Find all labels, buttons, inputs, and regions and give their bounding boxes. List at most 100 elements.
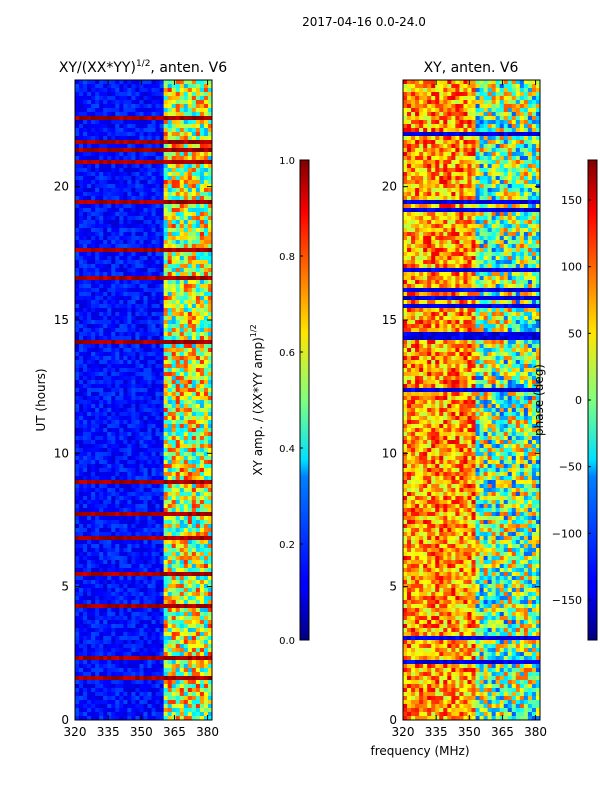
heatmap-cell xyxy=(139,608,145,613)
heatmap-cell xyxy=(111,96,116,101)
heatmap-cell xyxy=(199,260,205,265)
heatmap-cell xyxy=(115,308,120,313)
heatmap-cell xyxy=(119,424,124,429)
heatmap-cell xyxy=(135,192,141,197)
heatmap-cell xyxy=(131,340,137,345)
heatmap-cell xyxy=(155,628,161,633)
heatmap-cell xyxy=(103,556,108,561)
heatmap-cell xyxy=(103,508,108,513)
heatmap-cell xyxy=(95,660,100,665)
heatmap-cell xyxy=(91,368,96,373)
heatmap-cell xyxy=(143,228,149,233)
heatmap-cell xyxy=(203,448,209,453)
heatmap-cell xyxy=(123,580,128,585)
heatmap-cell xyxy=(179,592,185,597)
heatmap-cell xyxy=(119,652,124,657)
heatmap-cell xyxy=(171,96,177,101)
heatmap-cell xyxy=(95,396,100,401)
heatmap-cell xyxy=(199,312,205,317)
heatmap-cell xyxy=(159,100,165,105)
heatmap-cell xyxy=(207,580,212,585)
heatmap-cell xyxy=(123,656,128,661)
heatmap-cell xyxy=(79,256,84,261)
heatmap-cell xyxy=(91,392,96,397)
heatmap-cell xyxy=(191,372,197,377)
heatmap-cell xyxy=(139,484,145,489)
heatmap-cell xyxy=(151,112,157,117)
heatmap-cell xyxy=(147,552,153,557)
heatmap-cell xyxy=(75,540,80,545)
heatmap-cell xyxy=(195,232,201,237)
heatmap-cell xyxy=(99,212,104,217)
heatmap-cell xyxy=(147,492,153,497)
heatmap-cell xyxy=(115,120,120,125)
heatmap-cell xyxy=(155,476,161,481)
heatmap-cell xyxy=(131,564,137,569)
heatmap-cell xyxy=(95,592,100,597)
heatmap-cell xyxy=(135,632,141,637)
heatmap-cell xyxy=(87,316,92,321)
heatmap-cell xyxy=(179,560,185,565)
heatmap-cell xyxy=(127,624,133,629)
heatmap-cell xyxy=(123,228,128,233)
heatmap-cell xyxy=(75,592,80,597)
heatmap-cell xyxy=(115,248,120,253)
heatmap-cell xyxy=(171,472,177,477)
heatmap-cell xyxy=(83,288,88,293)
heatmap-cell xyxy=(199,100,205,105)
heatmap-cell xyxy=(103,172,108,177)
heatmap-cell xyxy=(151,628,157,633)
heatmap-cell xyxy=(111,468,116,473)
heatmap-cell xyxy=(95,488,100,493)
heatmap-cell xyxy=(155,356,161,361)
heatmap-cell xyxy=(167,536,173,541)
heatmap-cell xyxy=(155,532,161,537)
heatmap-cell xyxy=(195,272,201,277)
heatmap-cell xyxy=(187,240,193,245)
heatmap-cell xyxy=(147,432,153,437)
heatmap-cell xyxy=(115,296,120,301)
heatmap-cell xyxy=(143,232,149,237)
heatmap-cell xyxy=(87,544,92,549)
heatmap-cell xyxy=(203,488,209,493)
heatmap-cell xyxy=(107,452,112,457)
heatmap-cell xyxy=(171,420,177,425)
heatmap-cell xyxy=(115,152,120,157)
heatmap-cell xyxy=(103,116,108,121)
heatmap-cell xyxy=(199,136,205,141)
heatmap-cell xyxy=(159,464,165,469)
heatmap-cell xyxy=(163,384,169,389)
heatmap-cell xyxy=(103,476,108,481)
heatmap-cell xyxy=(91,604,96,609)
heatmap-cell xyxy=(183,312,189,317)
heatmap-cell xyxy=(147,88,153,93)
heatmap-cell xyxy=(167,208,173,213)
heatmap-cell xyxy=(103,152,108,157)
heatmap-cell xyxy=(163,616,169,621)
heatmap-cell xyxy=(139,388,145,393)
heatmap-cell xyxy=(143,464,149,469)
heatmap-cell xyxy=(119,200,124,205)
heatmap-cell xyxy=(179,640,185,645)
heatmap-cell xyxy=(159,616,165,621)
heatmap-cell xyxy=(203,624,209,629)
heatmap-cell xyxy=(111,192,116,197)
heatmap-cell xyxy=(187,616,193,621)
heatmap-cell xyxy=(199,512,205,517)
heatmap-cell xyxy=(163,536,169,541)
heatmap-cell xyxy=(195,516,201,521)
heatmap-cell xyxy=(91,580,96,585)
heatmap-cell xyxy=(79,468,84,473)
heatmap-cell xyxy=(167,592,173,597)
heatmap-cell xyxy=(127,156,133,161)
heatmap-cell xyxy=(203,136,209,141)
heatmap-cell xyxy=(175,484,181,489)
heatmap-cell xyxy=(159,156,165,161)
heatmap-cell xyxy=(83,356,88,361)
heatmap-cell xyxy=(179,596,185,601)
heatmap-cell xyxy=(195,268,201,273)
heatmap-cell xyxy=(131,144,137,149)
heatmap-cell xyxy=(155,332,161,337)
heatmap-cell xyxy=(187,452,193,457)
heatmap-cell xyxy=(111,472,116,477)
